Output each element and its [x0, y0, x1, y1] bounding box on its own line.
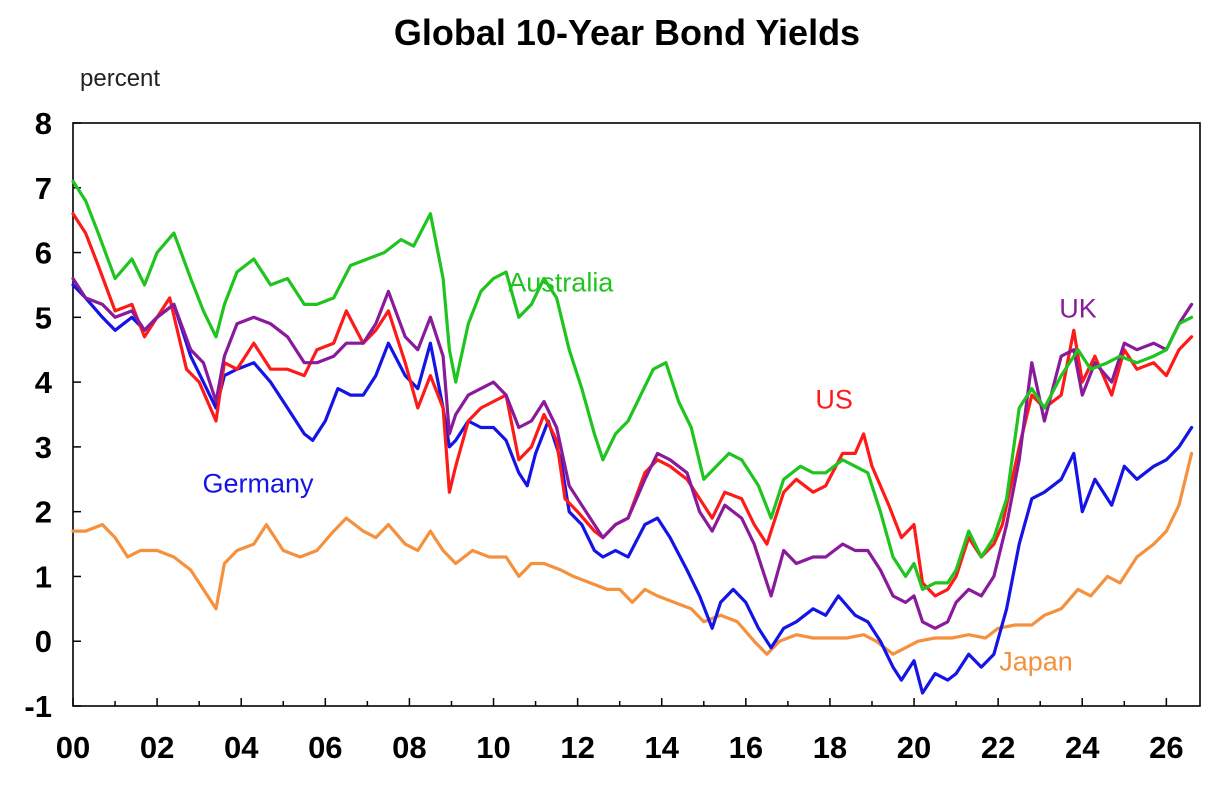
x-tick-label: 00	[56, 730, 90, 765]
y-tick-label: 8	[35, 106, 52, 141]
series-label-japan: Japan	[999, 647, 1073, 677]
y-tick-label: 3	[35, 430, 52, 465]
x-tick-label: 12	[560, 730, 594, 765]
x-tick-label: 16	[729, 730, 763, 765]
x-tick-label: 22	[981, 730, 1015, 765]
series-lines	[71, 179, 1194, 695]
chart-title: Global 10-Year Bond Yields	[394, 12, 860, 53]
y-tick-label: 0	[35, 624, 52, 659]
x-tick-label: 10	[476, 730, 510, 765]
x-axis: 00 02 04 06 08 10 12 14 16 18 20 22 24 26	[56, 698, 1184, 765]
y-tick-label: 4	[35, 365, 53, 400]
x-tick-label: 08	[392, 730, 426, 765]
plot-frame	[72, 122, 1201, 707]
series-line-germany	[71, 283, 1194, 695]
x-tick-label: 18	[813, 730, 847, 765]
y-tick-label: 6	[35, 236, 52, 271]
series-label-uk: UK	[1059, 294, 1097, 324]
x-tick-label: 04	[224, 730, 259, 765]
series-label-us: US	[815, 384, 853, 414]
x-tick-label: 14	[644, 730, 679, 765]
y-tick-label: 1	[35, 559, 52, 594]
y-tick-label: 2	[35, 495, 52, 530]
series-line-australia	[71, 179, 1194, 591]
y-axis: 8 7 6 5 4 3 2 1 0 -1	[24, 106, 81, 724]
y-tick-label: 5	[35, 300, 52, 335]
series-label-australia: Australia	[508, 268, 614, 298]
x-tick-label: 02	[140, 730, 174, 765]
series-labels: Australia US UK Germany Japan	[203, 268, 1097, 677]
x-tick-label: 20	[897, 730, 931, 765]
series-line-japan	[71, 451, 1194, 656]
y-tick-label: -1	[24, 689, 52, 724]
series-line-uk	[71, 276, 1194, 630]
series-label-germany: Germany	[203, 469, 315, 499]
x-tick-label: 26	[1149, 730, 1183, 765]
x-tick-label: 06	[308, 730, 342, 765]
x-tick-label: 24	[1065, 730, 1100, 765]
y-tick-label: 7	[35, 171, 52, 206]
y-axis-unit: percent	[80, 65, 160, 92]
